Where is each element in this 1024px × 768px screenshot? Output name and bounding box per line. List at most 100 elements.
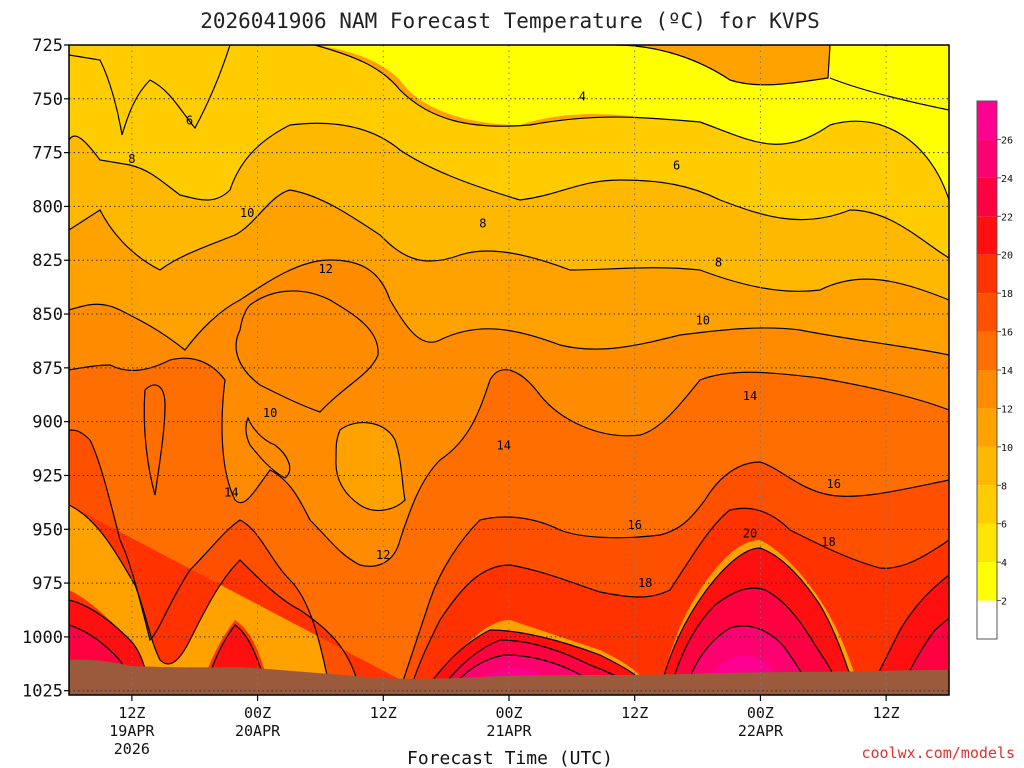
band-12-isolated [236,290,379,412]
contour-label: 18 [638,576,652,590]
contour-line [335,422,406,512]
x-tick-label: 12Z [118,704,145,722]
contour-label: 18 [821,535,835,549]
contour-label: 12 [376,548,390,562]
y-tick-label: 750 [32,90,63,110]
contour-line [69,259,949,356]
colorbar-tick-label: 8 [1001,481,1007,492]
y-tick-label: 1000 [22,628,63,648]
contour-label: 10 [696,313,710,327]
colorbar-segment [977,101,997,140]
contour-label: 16 [827,477,841,491]
colorbar-tick-label: 12 [1001,404,1013,415]
x-tick-label: 19APR [109,722,155,740]
contour-label: 6 [186,113,193,127]
colorbar-segment [977,216,997,255]
colorbar-tick-label: 26 [1001,135,1013,146]
contour-line [424,629,651,691]
colorbar-segment [977,139,997,178]
colorbar-tick-label: 14 [1001,366,1013,377]
credit-text: coolwx.com/models [861,744,1015,762]
contour-line [409,507,949,691]
colorbar-segment [977,600,997,639]
contour-line [69,122,949,259]
colorbar-segment [977,485,997,524]
y-tick-label: 850 [32,305,63,325]
y-tick-label: 925 [32,466,63,486]
colorbar-segment [977,331,997,370]
x-tick-label: 00Z [244,704,271,722]
contour-line [314,45,949,201]
colorbar-segment [977,523,997,563]
colorbar-tick-label: 6 [1001,520,1007,531]
x-tick-label: 12Z [621,704,648,722]
chart-title: 2026041906 NAM Forecast Temperature (ºC)… [200,9,820,33]
x-tick-label: 20APR [235,722,281,740]
colorbar-tick-label: 18 [1001,289,1013,300]
colorbar-tick-label: 22 [1001,212,1013,223]
y-axis: 725 750 775 800 825 850 875 900 925 950 975 1000 102… [22,36,69,702]
contour-label: 12 [318,262,332,276]
band-8-10 [69,123,949,300]
contour-line [439,639,641,691]
y-tick-label: 775 [32,144,63,164]
colorbar-segment [977,446,997,486]
contour-labels: 4 6 6 8 8 8 10 10 10 12 12 14 14 14 16 16 18 18 20 [128,90,841,590]
contour-label: 20 [743,527,757,541]
contour-label: 16 [627,518,641,532]
y-tick-label: 875 [32,359,63,379]
x-tick-label: 12Z [370,704,397,722]
contour-line [659,547,856,691]
colorbar-tick-label: 24 [1001,174,1013,185]
band-6-8 [69,45,949,258]
plot-frame [68,44,950,696]
band-14-16 [69,358,949,690]
contour-label: 4 [579,90,586,104]
colorbar-tick-label: 20 [1001,251,1013,262]
y-tick-label: 825 [32,251,63,271]
contour-label: 10 [263,406,277,420]
contour-line [69,429,331,691]
colorbar-tick-label: 10 [1001,443,1013,454]
contour-line [829,77,949,111]
contour-label: 14 [743,389,757,403]
contour-line [69,357,949,567]
contour-label: 8 [479,217,486,231]
contour-line [669,587,841,691]
colorbar-segment [977,254,997,294]
band-16-18 [69,430,949,690]
colorbar-tick-label: 16 [1001,328,1013,339]
contour-label: 8 [128,152,135,166]
contour-label: 14 [224,486,238,500]
band-18-20 [69,505,949,690]
gridlines [69,44,949,695]
x-tick-label: 12Z [873,704,900,722]
x-tick-label: 21APR [486,722,532,740]
x-tick-label: 00Z [747,704,774,722]
plot-area [69,45,949,695]
colorbar-segment [977,370,997,409]
contour-label: 14 [497,438,511,452]
contour-line [399,461,949,691]
colorbar-tick-label: 2 [1001,597,1007,608]
y-tick-label: 1025 [22,682,63,702]
x-tick-label: 00Z [495,704,522,722]
contour-line [69,45,231,136]
contour-line [245,416,291,479]
colorbar-segment [977,177,997,217]
contour-line [235,290,379,413]
band-10-12-island [335,422,405,511]
colorbar-segment [977,408,997,447]
contour-line [143,384,166,496]
y-tick-label: 900 [32,413,63,433]
colorbar-segment [977,562,997,601]
terrain [69,659,949,695]
y-tick-label: 725 [32,36,63,56]
contour-line [684,625,811,691]
x-tick-label: 22APR [738,722,784,740]
y-tick-label: 975 [32,574,63,594]
contour-line [614,45,831,86]
y-tick-label: 950 [32,520,63,540]
